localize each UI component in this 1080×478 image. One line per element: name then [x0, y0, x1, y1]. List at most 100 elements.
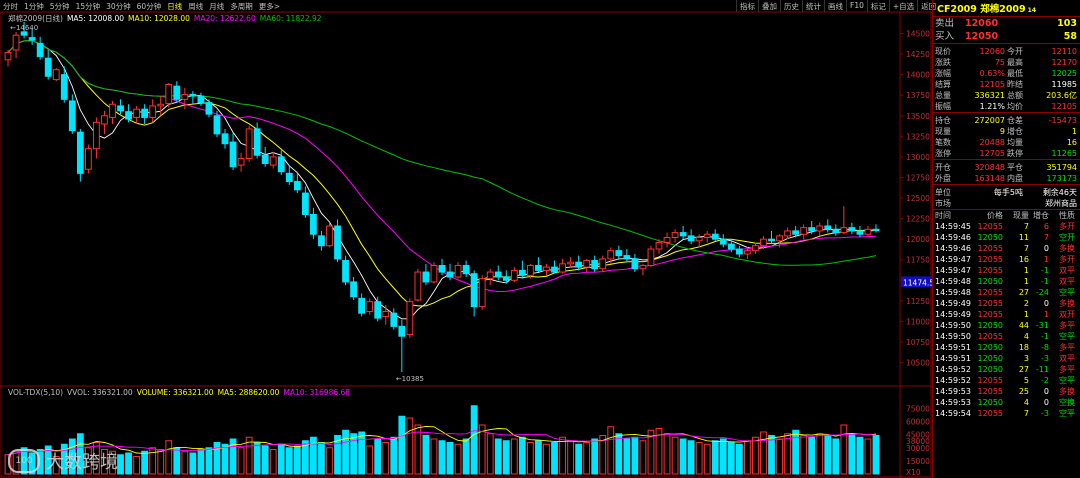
candle[interactable]	[173, 81, 181, 103]
period-tab[interactable]: 月线	[209, 1, 225, 11]
candle[interactable]	[695, 234, 703, 248]
tick-row[interactable]: 14:59:51 12050 3 -3 双平	[933, 353, 1080, 364]
candle[interactable]	[4, 49, 12, 67]
candle[interactable]	[623, 249, 631, 263]
candle[interactable]	[28, 28, 36, 46]
candle[interactable]	[824, 219, 832, 233]
candle[interactable]	[583, 258, 591, 273]
period-tab[interactable]: 15分钟	[75, 1, 101, 11]
candle[interactable]	[301, 186, 309, 218]
candle[interactable]	[277, 150, 285, 175]
candle[interactable]	[527, 263, 534, 279]
candle[interactable]	[197, 92, 205, 106]
candle[interactable]	[181, 87, 189, 110]
candle[interactable]	[430, 262, 438, 284]
candle[interactable]	[93, 117, 100, 159]
toolbar-button[interactable]: 历史	[780, 0, 802, 12]
candle[interactable]	[615, 245, 623, 259]
candle[interactable]	[848, 222, 856, 235]
tick-row[interactable]: 14:59:45 12055 7 6 多开	[933, 221, 1080, 232]
candle[interactable]	[141, 104, 149, 124]
candle[interactable]	[816, 222, 824, 236]
period-tab[interactable]: 更多>	[258, 1, 280, 11]
tick-row[interactable]: 14:59:46 12050 11 7 空开	[933, 232, 1080, 243]
tick-row[interactable]: 14:59:53 12055 25 0 多换	[933, 386, 1080, 397]
candle[interactable]	[744, 247, 751, 259]
candle[interactable]	[382, 304, 390, 325]
candle[interactable]	[109, 100, 116, 124]
candle[interactable]	[559, 258, 566, 274]
tick-row[interactable]: 14:59:53 12050 4 0 空换	[933, 397, 1080, 408]
candle[interactable]	[776, 234, 783, 248]
candle[interactable]	[510, 267, 518, 282]
period-tab[interactable]: 分时	[3, 1, 18, 11]
candle[interactable]	[864, 225, 872, 236]
candle[interactable]	[157, 96, 165, 116]
candle[interactable]	[165, 82, 173, 108]
candle[interactable]	[261, 147, 269, 167]
candle[interactable]	[446, 263, 454, 281]
candle[interactable]	[832, 224, 840, 236]
candle[interactable]	[856, 225, 864, 238]
candle[interactable]	[12, 31, 20, 59]
candle[interactable]	[310, 207, 317, 240]
tick-row[interactable]: 14:59:48 12050 1 -1 双平	[933, 276, 1080, 287]
candle[interactable]	[84, 144, 92, 174]
candle[interactable]	[768, 230, 775, 245]
toolbar-button[interactable]: 返回	[917, 0, 939, 12]
tick-row[interactable]: 14:59:50 12055 4 -1 空平	[933, 331, 1080, 342]
candle[interactable]	[679, 225, 687, 240]
candle[interactable]	[671, 229, 679, 243]
candle[interactable]	[543, 263, 550, 276]
candle[interactable]	[518, 260, 526, 279]
candle[interactable]	[213, 110, 221, 138]
candle[interactable]	[711, 229, 719, 241]
candle[interactable]	[390, 308, 398, 330]
toolbar-button[interactable]: 叠加	[758, 0, 780, 12]
candle[interactable]	[752, 242, 759, 254]
candle[interactable]	[342, 255, 349, 286]
candle[interactable]	[285, 165, 293, 185]
candle[interactable]	[101, 110, 108, 134]
period-tab[interactable]: 多周期	[230, 1, 253, 11]
candle[interactable]	[872, 224, 880, 233]
candle[interactable]	[470, 270, 478, 317]
candle[interactable]	[784, 227, 791, 240]
candle[interactable]	[551, 260, 558, 274]
toolbar-button[interactable]: F10	[846, 0, 867, 12]
tick-row[interactable]: 14:59:49 12055 2 0 多换	[933, 298, 1080, 309]
candle[interactable]	[454, 262, 462, 279]
candle[interactable]	[438, 258, 446, 276]
candle[interactable]	[663, 232, 671, 248]
candle[interactable]	[149, 99, 157, 123]
candle[interactable]	[406, 298, 414, 338]
candle[interactable]	[366, 298, 374, 315]
candle[interactable]	[655, 239, 663, 254]
toolbar-button[interactable]: 标记	[866, 0, 889, 12]
candle[interactable]	[229, 132, 237, 171]
candle[interactable]	[535, 257, 542, 273]
candle[interactable]	[374, 296, 382, 322]
candle[interactable]	[607, 247, 615, 264]
candle[interactable]	[293, 171, 301, 194]
candle[interactable]	[591, 255, 599, 273]
toolbar-button[interactable]: +自选	[888, 0, 917, 12]
period-tab[interactable]: 30分钟	[106, 1, 131, 11]
candle[interactable]	[719, 234, 727, 248]
candle[interactable]	[318, 230, 325, 251]
period-tab[interactable]: 日线	[167, 1, 183, 11]
tick-row[interactable]: 14:59:49 12055 1 1 双开	[933, 309, 1080, 320]
candle[interactable]	[350, 276, 357, 301]
candle[interactable]	[68, 94, 76, 134]
tick-row[interactable]: 14:59:51 12050 18 -8 多平	[933, 342, 1080, 353]
candle[interactable]	[422, 263, 430, 286]
tick-row[interactable]: 14:59:46 12055 7 0 多换	[933, 243, 1080, 254]
candle[interactable]	[36, 36, 44, 60]
toolbar-button[interactable]: 统计	[802, 0, 824, 12]
candle[interactable]	[326, 222, 333, 248]
candle[interactable]	[502, 270, 510, 284]
tick-row[interactable]: 14:59:52 12055 5 -2 空平	[933, 375, 1080, 386]
kline-chart[interactable]: 14500 14250 14000 13750 13500 13250 13000 12750…	[0, 0, 932, 478]
tick-row[interactable]: 14:59:47 12055 16 1 多开	[933, 254, 1080, 265]
candle[interactable]	[639, 263, 647, 276]
